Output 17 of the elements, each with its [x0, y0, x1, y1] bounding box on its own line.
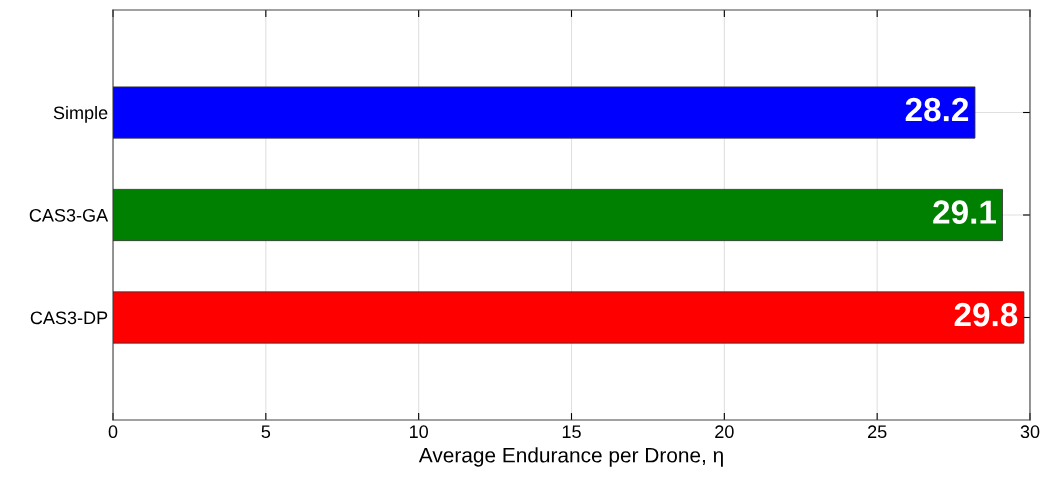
x-axis-title: Average Endurance per Drone, η — [418, 447, 723, 467]
data-label: 29.1 — [933, 200, 997, 224]
x-tick-label: 25 — [868, 425, 887, 439]
bar — [113, 188, 1003, 242]
x-tick-label: 10 — [410, 425, 428, 439]
y-tick-label: CAS3-DP — [30, 311, 108, 325]
x-tick-label: 30 — [1020, 425, 1040, 439]
bar — [113, 291, 1025, 344]
x-tick-label: 0 — [108, 425, 118, 439]
x-tick-label: 20 — [715, 425, 734, 439]
y-tick-label: Simple — [53, 105, 108, 123]
data-label: 28.2 — [905, 97, 969, 122]
y-tick-label: CAS3-GA — [29, 208, 109, 222]
data-label: 29.8 — [954, 302, 1018, 327]
x-tick-label: 15 — [562, 425, 581, 439]
bar — [113, 86, 976, 139]
x-tick-label: 5 — [261, 425, 271, 439]
